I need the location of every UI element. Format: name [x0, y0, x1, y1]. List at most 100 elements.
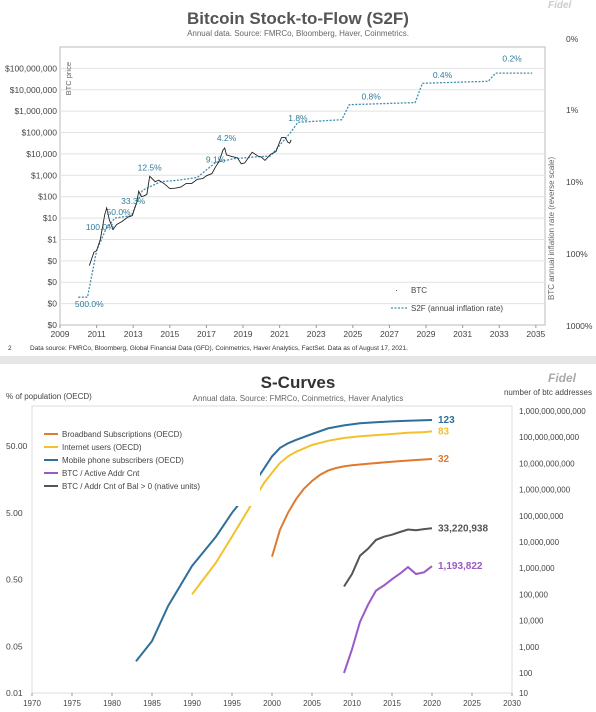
- y-tick-label: $10: [43, 213, 57, 223]
- y2-tick-label: 10,000,000,000: [519, 459, 575, 468]
- s2f-chart: Bitcoin Stock-to-Flow (S2F)Annual data. …: [5, 0, 593, 352]
- y-tick-label: $100: [38, 192, 57, 202]
- series-line-s2f: [78, 72, 533, 298]
- x-tick-label: 2000: [263, 699, 281, 708]
- legend-label-btc: BTC: [411, 286, 427, 295]
- series-line-btc: [88, 137, 292, 266]
- chart-subtitle: Annual data. Source: FMRCo, Bloomberg, H…: [187, 29, 409, 38]
- y2-tick-label: 1,000,000,000,000: [519, 407, 586, 416]
- x-tick-label: 2009: [51, 329, 70, 339]
- y2-tick-label: 1000%: [566, 321, 593, 331]
- y2-axis-label: BTC annual inflation rate (reverse scale…: [547, 156, 556, 300]
- chart-subtitle: Annual data. Source: FMRCo, Coinmetrics,…: [193, 394, 404, 403]
- inflation-annotation: 9.1%: [206, 154, 226, 164]
- series-line-3: [343, 565, 433, 674]
- plot-area: [59, 46, 546, 326]
- x-tick-label: 2015: [160, 329, 179, 339]
- panel-separator: [0, 356, 596, 364]
- legend-label: BTC / Active Addr Cnt: [62, 469, 140, 478]
- y-tick-label: $0: [48, 299, 58, 309]
- inflation-annotation: 1.8%: [288, 113, 308, 123]
- brand-logo: Fidel: [548, 371, 577, 385]
- y2-axis-label: number of btc addresses: [504, 388, 592, 397]
- inflation-annotation: 0.4%: [433, 70, 453, 80]
- x-tick-label: 2027: [380, 329, 399, 339]
- x-tick-label: 2019: [234, 329, 253, 339]
- x-tick-label: 1985: [143, 699, 161, 708]
- y-tick-label: $10,000: [26, 149, 57, 159]
- x-tick-label: 2035: [526, 329, 545, 339]
- legend-marker-btc: ·: [395, 285, 398, 295]
- brand-logo: Fidel: [548, 0, 572, 11]
- footnote-text: Data source: FMRCo, Bloomberg, Global Fi…: [30, 345, 408, 352]
- y-tick-label: 5.00: [6, 508, 23, 518]
- x-tick-label: 2030: [503, 699, 521, 708]
- y-tick-label: $100,000,000: [5, 63, 57, 73]
- y2-tick-label: 100: [519, 669, 533, 678]
- y-tick-label: $0: [48, 277, 58, 287]
- x-tick-label: 2025: [463, 699, 481, 708]
- inflation-annotation: 12.5%: [138, 162, 163, 172]
- inflation-annotation: 50.0%: [107, 207, 132, 217]
- y2-tick-label: 100,000,000,000: [519, 433, 580, 442]
- y2-tick-label: 100,000,000: [519, 512, 564, 521]
- x-tick-label: 2025: [343, 329, 362, 339]
- y2-tick-label: 10: [519, 689, 528, 698]
- y-tick-label: $0: [48, 256, 58, 266]
- series-end-label: 123: [438, 415, 455, 426]
- x-tick-label: 2010: [343, 699, 361, 708]
- y2-tick-label: 100%: [566, 249, 588, 259]
- series-end-label: 83: [438, 426, 450, 437]
- series-line-2: [135, 419, 433, 662]
- chart-title: Bitcoin Stock-to-Flow (S2F): [187, 9, 409, 28]
- legend-label: Mobile phone subscribers (OECD): [62, 456, 184, 465]
- x-tick-label: 2023: [307, 329, 326, 339]
- y2-tick-label: 10%: [566, 177, 583, 187]
- inflation-annotation: 500.0%: [75, 299, 104, 309]
- series-end-label: 1,193,822: [438, 561, 483, 572]
- x-tick-label: 2031: [453, 329, 472, 339]
- y-tick-label: $0: [48, 320, 58, 330]
- x-tick-label: 2015: [383, 699, 401, 708]
- inflation-annotation: 100.0%: [86, 222, 115, 232]
- x-tick-label: 2005: [303, 699, 321, 708]
- legend-label: Broadband Subscriptions (OECD): [62, 430, 182, 439]
- y-tick-label: 50.00: [6, 441, 28, 451]
- s2f-chart-panel: Bitcoin Stock-to-Flow (S2F) Annual data. …: [5, 0, 593, 352]
- y2-tick-label: 0%: [566, 34, 579, 44]
- y-tick-label: $100,000: [22, 128, 58, 138]
- y-axis-label: BTC price: [64, 62, 73, 95]
- series-line-0: [271, 458, 433, 557]
- legend-box: [40, 426, 260, 506]
- x-tick-label: 1975: [63, 699, 81, 708]
- s-curves-chart: S-Curves Annual data. Source: FMRCo, Coin…: [6, 371, 592, 708]
- inflation-annotation: 33.3%: [121, 196, 146, 206]
- y-tick-label: $1,000,000: [14, 106, 57, 116]
- y2-tick-label: 1,000,000,000: [519, 486, 571, 495]
- y-tick-label: $1,000: [31, 170, 57, 180]
- inflation-annotation: 0.8%: [361, 92, 381, 102]
- x-tick-label: 2017: [197, 329, 216, 339]
- legend-label-s2f: S2F (annual inflation rate): [411, 304, 503, 313]
- y-tick-label: $10,000,000: [10, 85, 58, 95]
- series-end-label: 32: [438, 454, 450, 465]
- y-tick-label: 0.05: [6, 641, 23, 651]
- legend-label: Internet users (OECD): [62, 443, 142, 452]
- series-line-1: [191, 430, 433, 596]
- chart-title: S-Curves: [261, 373, 336, 392]
- y2-tick-label: 1,000: [519, 643, 540, 652]
- x-tick-label: 1995: [223, 699, 241, 708]
- x-tick-label: 2021: [270, 329, 289, 339]
- y-tick-label: 0.01: [6, 688, 23, 698]
- y2-tick-label: 1%: [566, 105, 579, 115]
- y2-tick-label: 10,000: [519, 617, 544, 626]
- y2-tick-label: 1,000,000: [519, 564, 555, 573]
- inflation-annotation: 0.2%: [502, 53, 522, 63]
- y-tick-label: $1: [48, 234, 58, 244]
- series-end-label: 33,220,938: [438, 523, 488, 534]
- x-tick-label: 2020: [423, 699, 441, 708]
- footnote-number: 2: [8, 345, 12, 352]
- x-tick-label: 1970: [23, 699, 41, 708]
- x-tick-label: 1990: [183, 699, 201, 708]
- legend-label: BTC / Addr Cnt of Bal > 0 (native units): [62, 482, 200, 491]
